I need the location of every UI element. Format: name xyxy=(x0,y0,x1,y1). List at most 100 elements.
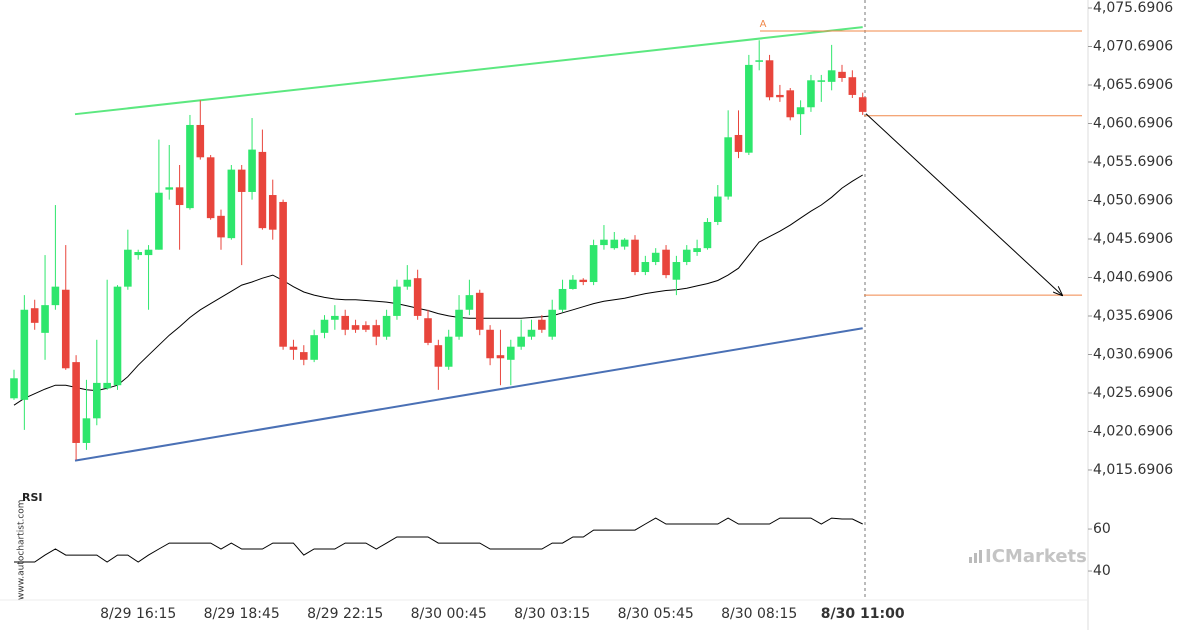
candle-body xyxy=(745,64,753,153)
candle-body xyxy=(662,249,670,276)
candle-body xyxy=(807,80,815,108)
candle-body xyxy=(755,60,763,62)
candle-body xyxy=(538,319,546,330)
candle-body xyxy=(527,329,536,337)
candle-body xyxy=(558,288,567,310)
candle-body xyxy=(507,346,515,360)
candle-body xyxy=(258,151,267,229)
candle-body xyxy=(20,309,29,400)
candle-body xyxy=(341,315,349,330)
candle-body xyxy=(651,252,660,263)
candle-body xyxy=(331,315,339,320)
logo-text: ICMarkets xyxy=(985,546,1087,567)
candle-body xyxy=(827,70,836,82)
forecast-arrow xyxy=(865,113,1062,295)
y-tick-label: 4,055.6906 xyxy=(1093,154,1173,170)
candle-body xyxy=(610,239,619,249)
candle-body xyxy=(641,262,650,273)
logo-icon xyxy=(974,553,977,563)
candle-body xyxy=(848,77,857,95)
candle-body xyxy=(351,325,360,330)
candle-body xyxy=(372,325,381,337)
y-tick-label: 4,025.6906 xyxy=(1093,385,1173,401)
candle-body xyxy=(796,107,805,115)
rsi-title: RSI xyxy=(22,491,43,504)
candle-body xyxy=(268,195,277,230)
candle-body xyxy=(300,352,308,360)
candle-body xyxy=(206,157,215,219)
x-tick-label: 8/30 08:15 xyxy=(721,606,797,622)
x-tick-label: 8/29 16:15 xyxy=(100,606,176,622)
logo: ICMarkets xyxy=(969,546,1087,567)
candle-body xyxy=(41,305,49,333)
y-tick-label: 4,040.6906 xyxy=(1093,269,1173,285)
candle-body xyxy=(320,319,329,333)
candle-body xyxy=(817,80,826,82)
candle-body xyxy=(382,315,391,337)
candle-body xyxy=(413,278,422,316)
candle-body xyxy=(393,286,401,316)
y-tick-label: 4,015.6906 xyxy=(1093,462,1173,478)
candle-body xyxy=(113,286,122,386)
candle-body xyxy=(362,325,370,330)
candle-body xyxy=(693,248,701,253)
candle-body xyxy=(186,124,194,209)
candle-body xyxy=(703,221,712,249)
candle-body xyxy=(51,286,60,306)
candle-body xyxy=(165,187,174,190)
x-tick-label: 8/30 00:45 xyxy=(411,606,487,622)
candle-body xyxy=(838,71,846,78)
candle-body xyxy=(672,262,681,280)
y-tick-label: 4,050.6906 xyxy=(1093,192,1173,208)
x-tick-label: 8/30 05:45 xyxy=(618,606,694,622)
candle-body xyxy=(486,329,494,359)
candle-body xyxy=(103,382,111,389)
candle-body xyxy=(714,196,722,222)
candle-body xyxy=(424,318,432,343)
logo-icon xyxy=(969,557,972,563)
x-tick-label: 8/29 18:45 xyxy=(204,606,280,622)
moving-average xyxy=(13,174,863,406)
level-label: A xyxy=(760,19,767,30)
y-tick-label: 4,060.6906 xyxy=(1093,115,1173,131)
candle-body xyxy=(144,249,153,256)
y-tick-label: 4,030.6906 xyxy=(1093,346,1173,362)
y-tick-label: 4,075.6906 xyxy=(1093,0,1173,16)
candle-body xyxy=(403,279,412,287)
candle-body xyxy=(93,382,101,419)
candle-body xyxy=(30,308,39,323)
y-tick-label: 4,070.6906 xyxy=(1093,39,1173,55)
candle-body xyxy=(72,362,80,443)
candle-body xyxy=(682,249,691,263)
candle-body xyxy=(82,418,91,443)
candle-body xyxy=(196,124,205,158)
candle-body xyxy=(765,60,774,98)
candle-body xyxy=(569,279,577,289)
candle-body xyxy=(434,345,443,367)
candle-body xyxy=(548,309,556,337)
candle-body xyxy=(496,355,505,359)
candle-body xyxy=(61,289,70,369)
candle-body xyxy=(217,215,225,238)
y-tick-label: 4,020.6906 xyxy=(1093,423,1173,439)
candle-body xyxy=(465,295,474,310)
y-tick-label: 40 xyxy=(1093,563,1111,579)
candle-body xyxy=(227,169,236,239)
candle-body xyxy=(455,309,463,337)
candle-body xyxy=(134,252,142,256)
candle-body xyxy=(776,94,784,98)
candle-body xyxy=(734,134,743,152)
candle-body xyxy=(786,90,795,118)
y-tick-label: 4,065.6906 xyxy=(1093,77,1173,93)
candle-body xyxy=(310,335,318,360)
candle-body xyxy=(724,137,732,197)
x-tick-label: 8/30 11:00 xyxy=(821,606,905,622)
x-tick-label: 8/29 22:15 xyxy=(307,606,383,622)
candle-body xyxy=(631,239,639,273)
channel-line xyxy=(74,26,863,116)
candle-body xyxy=(124,249,132,287)
candle-body xyxy=(475,292,484,330)
